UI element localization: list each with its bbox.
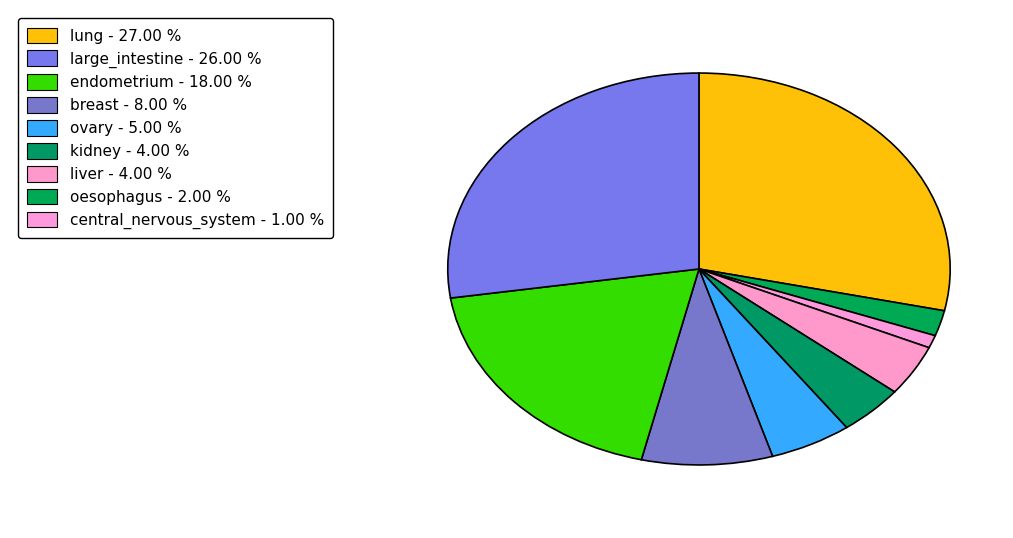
Legend: lung - 27.00 %, large_intestine - 26.00 %, endometrium - 18.00 %, breast - 8.00 : lung - 27.00 %, large_intestine - 26.00 …: [18, 18, 333, 238]
Wedge shape: [641, 269, 773, 465]
Wedge shape: [699, 269, 894, 428]
Wedge shape: [699, 269, 944, 336]
Wedge shape: [448, 73, 699, 298]
Wedge shape: [699, 269, 929, 392]
Wedge shape: [451, 269, 699, 460]
Wedge shape: [699, 269, 847, 456]
Wedge shape: [699, 269, 935, 348]
Wedge shape: [699, 73, 950, 311]
